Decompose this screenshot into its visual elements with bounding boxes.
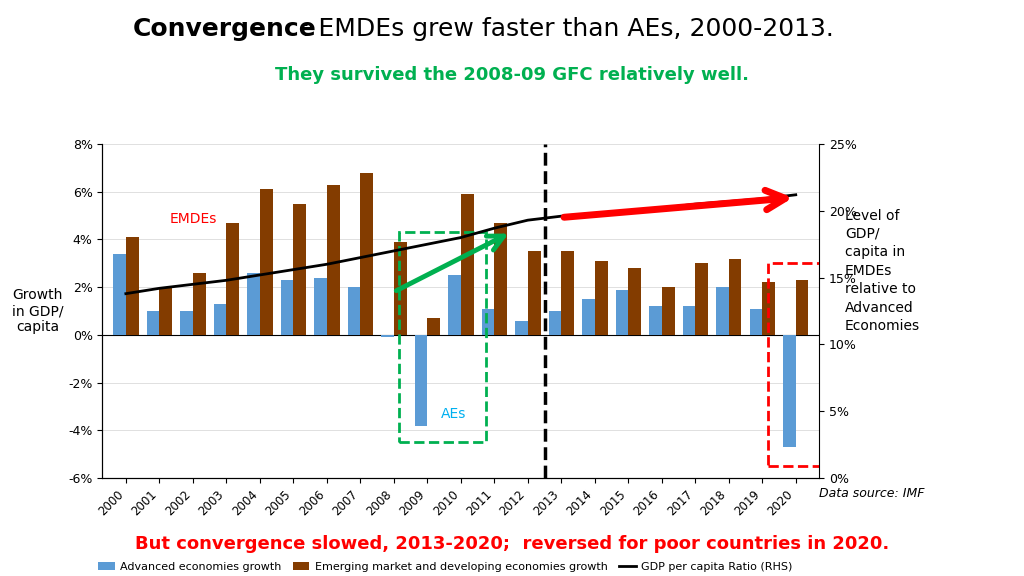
Bar	[247, 273, 260, 335]
Bar	[762, 282, 775, 335]
Text: Data source: IMF: Data source: IMF	[819, 487, 925, 500]
Bar	[783, 335, 796, 447]
Text: Convergence: Convergence	[133, 17, 316, 41]
Bar	[381, 335, 394, 338]
Bar	[683, 306, 695, 335]
Bar	[582, 299, 595, 335]
Bar	[716, 287, 729, 335]
Bar	[796, 280, 809, 335]
Text: : EMDEs grew faster than AEs, 2000-2013.: : EMDEs grew faster than AEs, 2000-2013.	[302, 17, 834, 41]
Bar	[595, 261, 607, 335]
Bar	[327, 184, 340, 335]
Bar	[113, 254, 126, 335]
Bar	[180, 311, 193, 335]
Bar	[481, 309, 495, 335]
Bar	[281, 280, 293, 335]
Text: EMDEs: EMDEs	[169, 212, 217, 226]
Text: But convergence slowed, 2013-2020;  reversed for poor countries in 2020.: But convergence slowed, 2013-2020; rever…	[135, 535, 889, 553]
Bar	[146, 311, 160, 335]
Bar	[193, 273, 206, 335]
Text: AEs: AEs	[440, 407, 466, 422]
Bar	[495, 223, 507, 335]
Bar	[160, 287, 172, 335]
Bar	[662, 287, 675, 335]
Bar	[293, 204, 306, 335]
Bar	[427, 318, 440, 335]
Bar	[394, 242, 407, 335]
Bar	[214, 304, 226, 335]
Bar	[415, 335, 427, 426]
Bar	[750, 309, 762, 335]
Bar	[515, 321, 527, 335]
Bar	[768, 263, 820, 466]
Bar	[629, 268, 641, 335]
Y-axis label: Growth
in GDP/
capita: Growth in GDP/ capita	[12, 288, 63, 334]
Bar	[461, 194, 473, 335]
Bar	[615, 290, 629, 335]
Bar	[399, 232, 485, 442]
Bar	[360, 173, 373, 335]
Bar	[260, 190, 272, 335]
Legend: Advanced economies growth, Emerging market and developing economies growth, GDP : Advanced economies growth, Emerging mark…	[93, 557, 797, 576]
Bar	[695, 263, 708, 335]
Bar	[729, 259, 741, 335]
Text: They survived the 2008-09 GFC relatively well.: They survived the 2008-09 GFC relatively…	[275, 66, 749, 84]
Bar	[561, 251, 574, 335]
Bar	[226, 223, 239, 335]
Bar	[347, 287, 360, 335]
Bar	[649, 306, 662, 335]
Bar	[126, 237, 138, 335]
Bar	[449, 275, 461, 335]
Bar	[527, 251, 541, 335]
Bar	[549, 311, 561, 335]
Bar	[314, 278, 327, 335]
Text: Level of
GDP/
capita in
EMDEs
relative to
Advanced
Economies: Level of GDP/ capita in EMDEs relative t…	[845, 209, 920, 333]
